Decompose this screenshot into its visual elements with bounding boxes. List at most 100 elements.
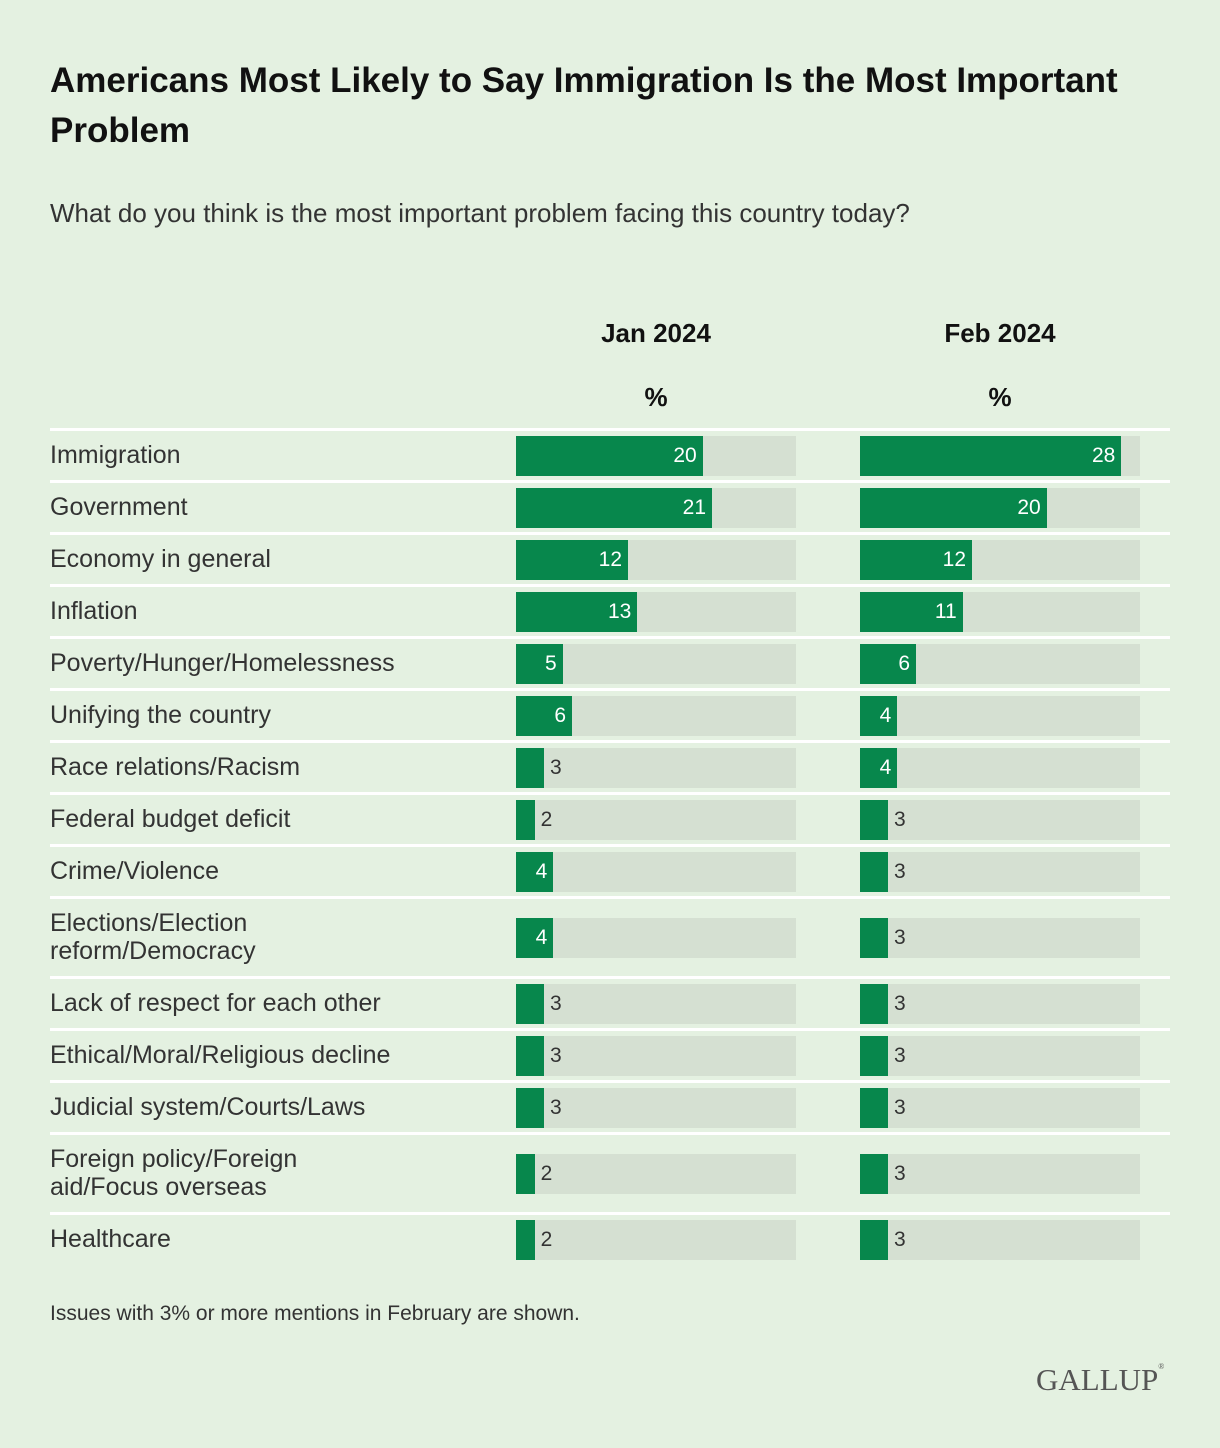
bar-jan [516,695,572,736]
bar-track: 12 [860,539,1140,580]
row-separator [50,532,1170,535]
category-label: Government [50,492,188,521]
row-separator [50,1132,1170,1135]
data-label: 4 [879,703,892,727]
chart-subtitle: What do you think is the most important … [50,198,910,228]
row-separator [50,740,1170,743]
data-label: 3 [894,807,906,831]
column-header-feb: Feb 2024 [944,318,1056,348]
bar-feb [860,917,888,958]
bar-jan [516,917,554,958]
data-label: 28 [1091,443,1116,467]
data-label: 3 [894,1227,906,1251]
bar-jan [516,1035,544,1076]
bar-jan [516,539,628,580]
bar-feb [860,539,972,580]
bar-track: 2 [516,1219,796,1260]
category-label: Foreign policy/Foreign aid/Focus oversea… [50,1144,298,1201]
bar-feb [860,435,1122,476]
row-separator [50,1028,1170,1031]
row-separator [50,792,1170,795]
data-label: 12 [942,547,966,571]
bar-feb [860,983,888,1024]
bar-jan [516,1219,535,1260]
category-label: Race relations/Racism [50,752,301,781]
data-label: 3 [894,1161,906,1185]
category-label: Inflation [50,596,138,625]
chart-title: Americans Most Likely to Say Immigration… [50,61,1118,150]
column-unit-jan: % [644,382,668,412]
bar-feb [860,487,1047,528]
bar-track: 3 [516,1035,796,1076]
category-label: Ethical/Moral/Religious decline [50,1040,391,1069]
data-label: 20 [673,443,697,467]
bar-feb [860,1153,888,1194]
bar-track: 20 [516,435,796,476]
data-label: 11 [934,599,957,623]
category-label: Poverty/Hunger/Homelessness [50,648,395,677]
category-label: Lack of respect for each other [50,988,381,1017]
row-separator [50,428,1170,431]
bar-feb [860,695,898,736]
data-label: 3 [894,859,906,883]
bar-track: 4 [860,747,1140,788]
bar-track: 4 [860,695,1140,736]
data-label: 3 [894,1043,906,1067]
bar-track: 5 [516,643,796,684]
bar-track: 4 [516,917,796,958]
bar-feb [860,851,888,892]
row-separator [50,636,1170,639]
row-separator [50,1212,1170,1215]
bar-jan [516,1153,535,1194]
data-label: 3 [894,991,906,1015]
bar-track: 3 [516,747,796,788]
category-label: Unifying the country [50,700,271,729]
data-label: 3 [894,925,906,949]
chart-note: Issues with 3% or more mentions in Febru… [50,1302,580,1325]
bar-track: 28 [860,435,1140,476]
category-label: Economy in general [50,544,271,573]
bar-track: 13 [516,591,796,632]
data-label: 3 [550,1043,562,1067]
bar-feb [860,747,898,788]
bar-track: 21 [516,487,796,528]
row-separator [50,688,1170,691]
data-label: 3 [550,755,562,779]
bar-jan [516,747,544,788]
bar-track: 20 [860,487,1140,528]
data-label: 5 [544,651,557,675]
bar-feb [860,591,963,632]
bar-jan [516,799,535,840]
bar-jan [516,851,554,892]
data-label: 4 [535,925,548,949]
data-label: 21 [682,495,706,519]
bar-track: 3 [860,983,1140,1024]
gallup-logo: GALLUP® [1036,1362,1165,1397]
bar-track: 4 [516,851,796,892]
category-label: Federal budget deficit [50,804,291,833]
data-label: 3 [550,991,562,1015]
data-label: 4 [535,859,548,883]
bar-track: 3 [860,1153,1140,1194]
data-label: 20 [1017,495,1041,519]
row-separator [50,480,1170,483]
bar-jan [516,591,638,632]
category-label: Judicial system/Courts/Laws [50,1092,366,1121]
data-label: 3 [894,1095,906,1119]
bar-feb [860,643,916,684]
category-label: Healthcare [50,1224,171,1253]
column-header-jan: Jan 2024 [601,318,711,348]
bar-track: 3 [860,1087,1140,1128]
category-label: Elections/Election reform/Democracy [50,908,256,965]
data-label: 2 [540,1227,553,1251]
data-label: 13 [607,599,632,623]
data-label: 4 [879,755,892,779]
bar-feb [860,1219,888,1260]
bar-track: 3 [860,1035,1140,1076]
bar-track: 2 [516,799,796,840]
data-label: 2 [540,807,553,831]
bar-track: 6 [516,695,796,736]
bar-jan [516,487,712,528]
bar-jan [516,983,544,1024]
bar-feb [860,1087,888,1128]
